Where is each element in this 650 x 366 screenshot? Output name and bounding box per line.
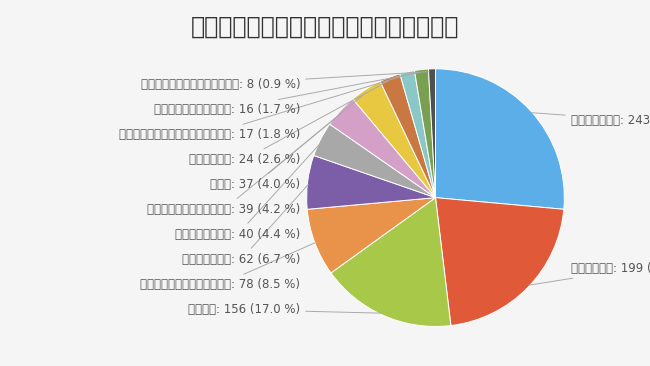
- Wedge shape: [415, 69, 436, 198]
- Text: 食事（食事券なども含む）: 39 (4.2 %): 食事（食事券なども含む）: 39 (4.2 %): [147, 114, 340, 216]
- Text: お花・観葉植物: 243 (26.4 %): お花・観葉植物: 243 (26.4 %): [532, 113, 650, 127]
- Text: 食品・グルメ: 199 (21.7 %): 食品・グルメ: 199 (21.7 %): [529, 262, 650, 285]
- Wedge shape: [428, 69, 436, 198]
- Text: 好きなことができる自由な時間: 8 (0.9 %): 好きなことができる自由な時間: 8 (0.9 %): [140, 72, 429, 91]
- Wedge shape: [436, 69, 564, 209]
- Text: お酒・ビール: 24 (2.6 %): お酒・ビール: 24 (2.6 %): [189, 81, 388, 166]
- Text: ファッション・アクセサリー: 78 (8.5 %): ファッション・アクセサリー: 78 (8.5 %): [140, 243, 315, 291]
- Wedge shape: [380, 74, 436, 198]
- Text: 手紙・メッセージカード: 16 (1.7 %): 手紙・メッセージカード: 16 (1.7 %): [154, 73, 419, 116]
- Wedge shape: [330, 99, 436, 198]
- Wedge shape: [307, 198, 436, 273]
- Text: スイーツ: 156 (17.0 %): スイーツ: 156 (17.0 %): [188, 303, 382, 316]
- Wedge shape: [314, 124, 436, 198]
- Text: 旅行（旅行券・宿泊券なども含む）: 17 (1.8 %): 旅行（旅行券・宿泊券なども含む）: 17 (1.8 %): [119, 75, 405, 141]
- Wedge shape: [331, 198, 451, 326]
- Text: 趣味に関するもの: 40 (4.4 %): 趣味に関するもの: 40 (4.4 %): [175, 142, 321, 241]
- Text: その他: 37 (4.0 %): その他: 37 (4.0 %): [210, 93, 365, 191]
- Wedge shape: [400, 71, 436, 198]
- Text: 健康・生活雑貨: 62 (6.7 %): 健康・生活雑貨: 62 (6.7 %): [182, 184, 308, 266]
- Wedge shape: [307, 156, 436, 209]
- Wedge shape: [353, 81, 436, 198]
- Wedge shape: [436, 198, 564, 325]
- Text: 今年の母の日に贈りたいものは何ですか？: 今年の母の日に贈りたいものは何ですか？: [191, 15, 459, 39]
